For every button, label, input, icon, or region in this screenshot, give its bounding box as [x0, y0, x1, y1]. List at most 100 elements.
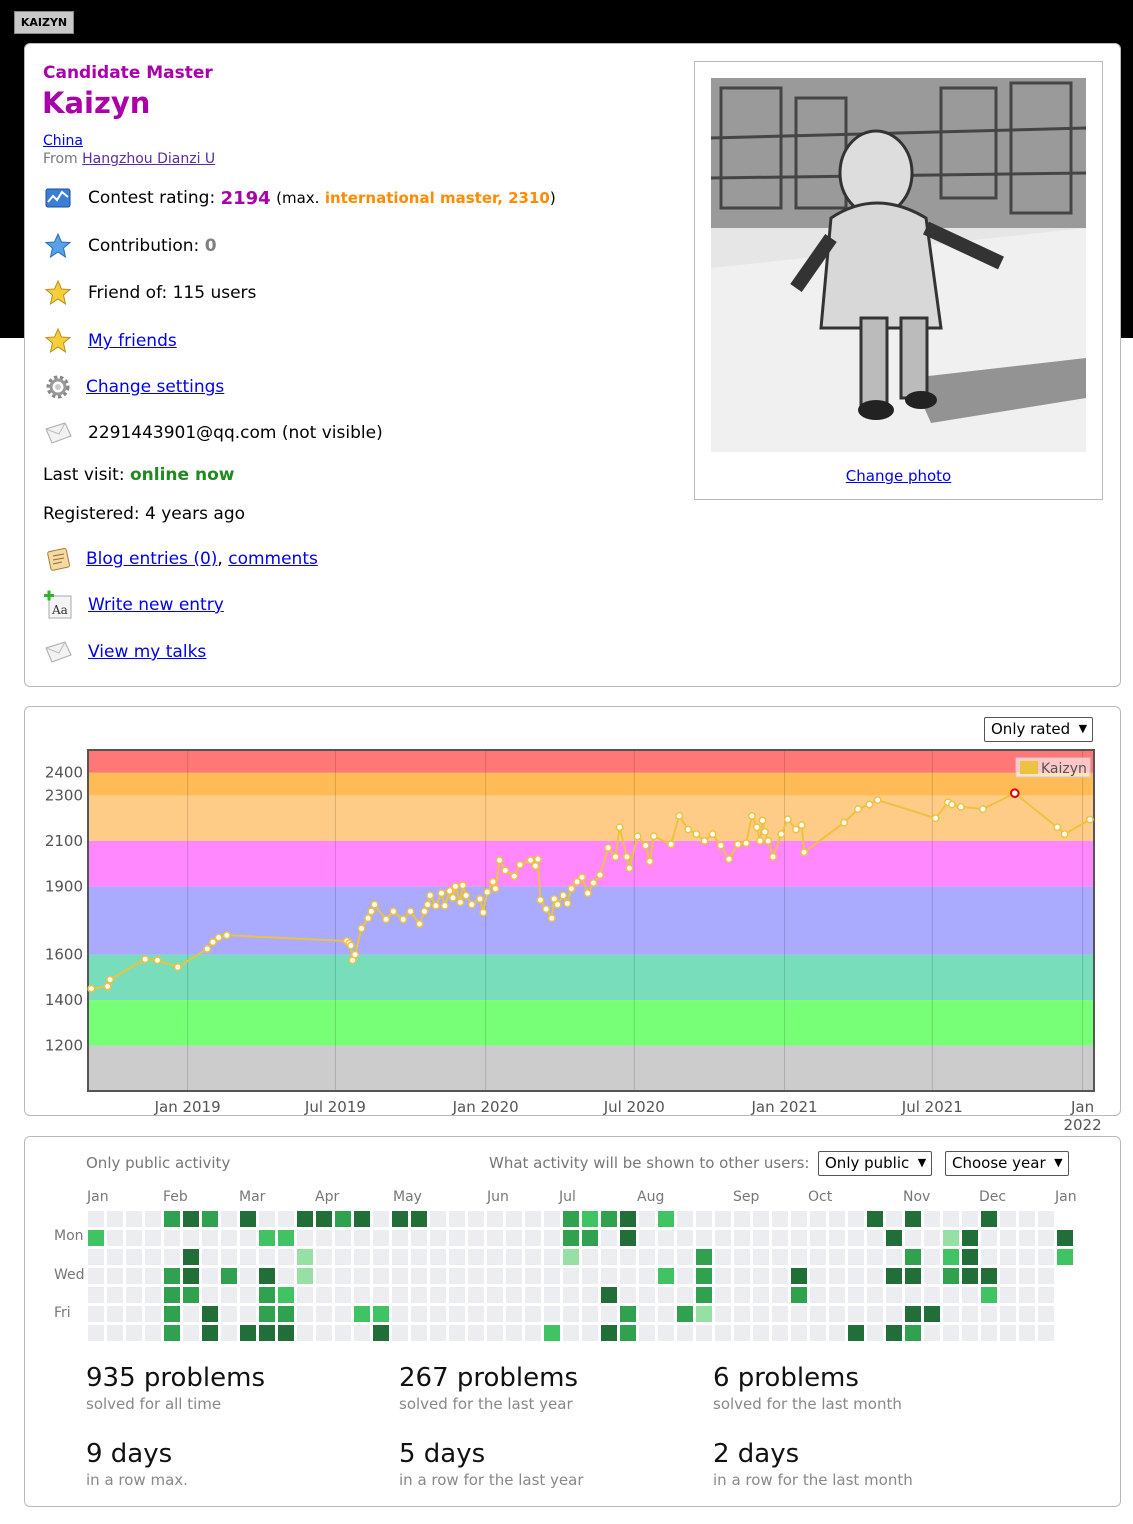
activity-cell[interactable]: [183, 1211, 199, 1227]
activity-cell[interactable]: [810, 1306, 826, 1322]
activity-cell[interactable]: [297, 1249, 313, 1265]
activity-cell[interactable]: [468, 1325, 484, 1341]
activity-cell[interactable]: [183, 1230, 199, 1246]
activity-cell[interactable]: [848, 1230, 864, 1246]
change-settings-link[interactable]: Change settings: [86, 377, 225, 397]
activity-cell[interactable]: [468, 1287, 484, 1303]
activity-cell[interactable]: [373, 1306, 389, 1322]
activity-cell[interactable]: [658, 1249, 674, 1265]
activity-cell[interactable]: [791, 1230, 807, 1246]
activity-cell[interactable]: [487, 1230, 503, 1246]
activity-cell[interactable]: [810, 1230, 826, 1246]
activity-cell[interactable]: [126, 1325, 142, 1341]
activity-cell[interactable]: [1019, 1306, 1035, 1322]
activity-cell[interactable]: [601, 1249, 617, 1265]
activity-cell[interactable]: [1038, 1306, 1054, 1322]
activity-cell[interactable]: [867, 1306, 883, 1322]
activity-cell[interactable]: [449, 1230, 465, 1246]
activity-cell[interactable]: [1038, 1230, 1054, 1246]
activity-cell[interactable]: [335, 1211, 351, 1227]
activity-cell[interactable]: [259, 1230, 275, 1246]
activity-cell[interactable]: [829, 1268, 845, 1284]
activity-cell[interactable]: [544, 1249, 560, 1265]
activity-cell[interactable]: [221, 1325, 237, 1341]
activity-cell[interactable]: [373, 1325, 389, 1341]
activity-cell[interactable]: [677, 1325, 693, 1341]
activity-cell[interactable]: [658, 1287, 674, 1303]
activity-cell[interactable]: [525, 1268, 541, 1284]
activity-cell[interactable]: [411, 1287, 427, 1303]
activity-cell[interactable]: [468, 1306, 484, 1322]
activity-cell[interactable]: [639, 1230, 655, 1246]
activity-cell[interactable]: [962, 1230, 978, 1246]
activity-cell[interactable]: [316, 1249, 332, 1265]
activity-cell[interactable]: [259, 1268, 275, 1284]
activity-cell[interactable]: [924, 1287, 940, 1303]
comments-link[interactable]: comments: [228, 549, 318, 569]
activity-cell[interactable]: [905, 1230, 921, 1246]
activity-cell[interactable]: [620, 1211, 636, 1227]
activity-cell[interactable]: [848, 1268, 864, 1284]
activity-cell[interactable]: [981, 1230, 997, 1246]
activity-cell[interactable]: [962, 1306, 978, 1322]
activity-cell[interactable]: [563, 1268, 579, 1284]
activity-cell[interactable]: [1057, 1249, 1073, 1265]
activity-cell[interactable]: [373, 1268, 389, 1284]
activity-cell[interactable]: [240, 1306, 256, 1322]
activity-cell[interactable]: [278, 1268, 294, 1284]
activity-cell[interactable]: [278, 1325, 294, 1341]
activity-cell[interactable]: [335, 1325, 351, 1341]
activity-cell[interactable]: [696, 1287, 712, 1303]
activity-cell[interactable]: [354, 1211, 370, 1227]
activity-cell[interactable]: [183, 1287, 199, 1303]
activity-cell[interactable]: [943, 1249, 959, 1265]
change-photo-link[interactable]: Change photo: [845, 467, 952, 485]
activity-cell[interactable]: [392, 1249, 408, 1265]
activity-cell[interactable]: [924, 1211, 940, 1227]
activity-cell[interactable]: [886, 1211, 902, 1227]
activity-cell[interactable]: [506, 1325, 522, 1341]
activity-cell[interactable]: [886, 1287, 902, 1303]
activity-cell[interactable]: [867, 1325, 883, 1341]
activity-cell[interactable]: [430, 1306, 446, 1322]
activity-cell[interactable]: [886, 1325, 902, 1341]
activity-cell[interactable]: [487, 1325, 503, 1341]
activity-cell[interactable]: [88, 1325, 104, 1341]
activity-cell[interactable]: [107, 1230, 123, 1246]
activity-cell[interactable]: [810, 1325, 826, 1341]
activity-cell[interactable]: [88, 1306, 104, 1322]
activity-cell[interactable]: [259, 1306, 275, 1322]
activity-cell[interactable]: [658, 1325, 674, 1341]
activity-cell[interactable]: [829, 1306, 845, 1322]
activity-cell[interactable]: [563, 1230, 579, 1246]
activity-cell[interactable]: [145, 1306, 161, 1322]
activity-cell[interactable]: [335, 1287, 351, 1303]
activity-cell[interactable]: [487, 1211, 503, 1227]
activity-cell[interactable]: [715, 1249, 731, 1265]
activity-cell[interactable]: [829, 1249, 845, 1265]
activity-cell[interactable]: [734, 1325, 750, 1341]
activity-cell[interactable]: [487, 1268, 503, 1284]
activity-cell[interactable]: [183, 1306, 199, 1322]
activity-cell[interactable]: [1019, 1211, 1035, 1227]
activity-cell[interactable]: [88, 1268, 104, 1284]
handle-tab[interactable]: KAIZYN: [14, 11, 74, 34]
activity-cell[interactable]: [715, 1268, 731, 1284]
activity-cell[interactable]: [1019, 1268, 1035, 1284]
activity-cell[interactable]: [145, 1249, 161, 1265]
activity-cell[interactable]: [601, 1211, 617, 1227]
view-talks-link[interactable]: View my talks: [88, 642, 207, 662]
activity-cell[interactable]: [715, 1306, 731, 1322]
year-select[interactable]: Choose year ▼: [945, 1151, 1069, 1176]
activity-cell[interactable]: [525, 1325, 541, 1341]
activity-cell[interactable]: [278, 1230, 294, 1246]
activity-cell[interactable]: [772, 1211, 788, 1227]
activity-cell[interactable]: [126, 1306, 142, 1322]
activity-cell[interactable]: [392, 1306, 408, 1322]
activity-cell[interactable]: [829, 1325, 845, 1341]
activity-cell[interactable]: [297, 1230, 313, 1246]
activity-cell[interactable]: [677, 1249, 693, 1265]
activity-cell[interactable]: [107, 1287, 123, 1303]
activity-cell[interactable]: [962, 1287, 978, 1303]
activity-cell[interactable]: [164, 1325, 180, 1341]
